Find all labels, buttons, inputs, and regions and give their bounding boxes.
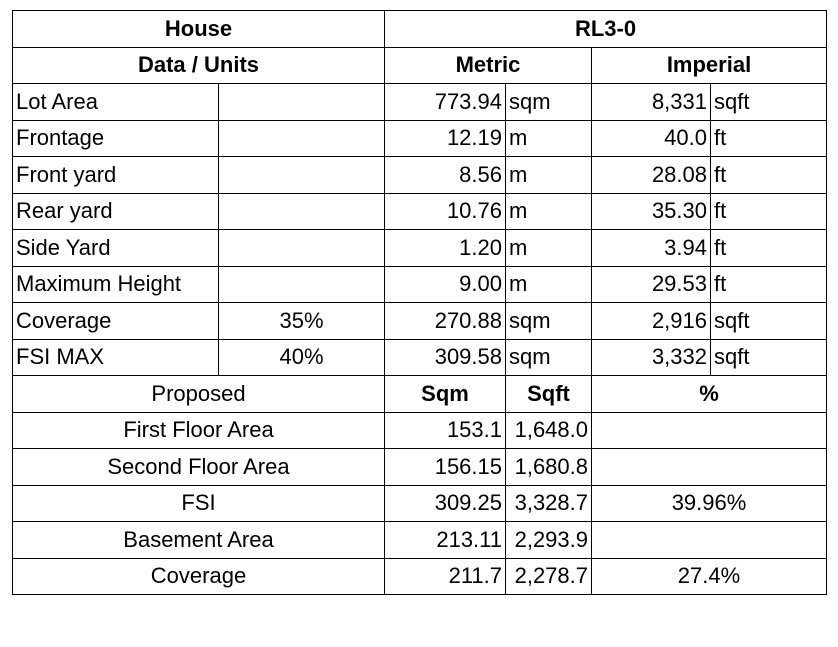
metric-header: Metric: [384, 46, 592, 84]
imperial-value: 3,332: [591, 338, 711, 376]
table-row: FSI 309.25 3,328.7 39.96%: [12, 484, 827, 522]
imperial-value: 29.53: [591, 265, 711, 303]
header-row-2: Data / Units Metric Imperial: [12, 46, 827, 84]
table-row: Second Floor Area 156.15 1,680.8: [12, 448, 827, 486]
imperial-unit: ft: [710, 119, 827, 157]
proposed-sqm: 213.11: [384, 521, 506, 559]
table-row: FSI MAX 40% 309.58 sqm 3,332 sqft: [12, 338, 827, 376]
row-percent: 35%: [218, 302, 385, 340]
row-label: FSI MAX: [12, 338, 219, 376]
proposed-sqm: 156.15: [384, 448, 506, 486]
house-header: House: [12, 10, 385, 48]
row-percent: [218, 156, 385, 194]
metric-value: 773.94: [384, 83, 506, 121]
imperial-value: 35.30: [591, 192, 711, 230]
row-percent: [218, 229, 385, 267]
row-label: Maximum Height: [12, 265, 219, 303]
proposed-label: Coverage: [12, 557, 385, 595]
zone-header: RL3-0: [384, 10, 827, 48]
table-row: First Floor Area 153.1 1,648.0: [12, 411, 827, 449]
header-row-1: House RL3-0: [12, 10, 827, 48]
metric-unit: sqm: [505, 302, 592, 340]
imperial-value: 8,331: [591, 83, 711, 121]
proposed-percent: 27.4%: [591, 557, 827, 595]
zoning-table: House RL3-0 Data / Units Metric Imperial…: [12, 10, 827, 595]
sqft-header: Sqft: [505, 375, 592, 413]
proposed-sqft: 1,680.8: [505, 448, 592, 486]
metric-unit: m: [505, 192, 592, 230]
proposed-percent: [591, 411, 827, 449]
proposed-label: Second Floor Area: [12, 448, 385, 486]
row-label: Coverage: [12, 302, 219, 340]
proposed-label: First Floor Area: [12, 411, 385, 449]
imperial-value: 28.08: [591, 156, 711, 194]
imperial-value: 40.0: [591, 119, 711, 157]
metric-value: 12.19: [384, 119, 506, 157]
row-percent: [218, 265, 385, 303]
proposed-percent: [591, 521, 827, 559]
metric-unit: m: [505, 265, 592, 303]
metric-unit: m: [505, 229, 592, 267]
proposed-sqm: 153.1: [384, 411, 506, 449]
table-row: Side Yard 1.20 m 3.94 ft: [12, 229, 827, 267]
imperial-unit: ft: [710, 229, 827, 267]
metric-unit: m: [505, 119, 592, 157]
row-percent: 40%: [218, 338, 385, 376]
imperial-unit: sqft: [710, 302, 827, 340]
row-label: Front yard: [12, 156, 219, 194]
proposed-label: Basement Area: [12, 521, 385, 559]
row-label: Lot Area: [12, 83, 219, 121]
proposed-header: Proposed: [12, 375, 385, 413]
metric-unit: sqm: [505, 338, 592, 376]
table-row: Coverage 211.7 2,278.7 27.4%: [12, 557, 827, 595]
proposed-header-row: Proposed Sqm Sqft %: [12, 375, 827, 413]
data-units-header: Data / Units: [12, 46, 385, 84]
imperial-unit: sqft: [710, 338, 827, 376]
imperial-unit: ft: [710, 265, 827, 303]
metric-value: 270.88: [384, 302, 506, 340]
imperial-unit: sqft: [710, 83, 827, 121]
metric-unit: m: [505, 156, 592, 194]
proposed-sqft: 2,278.7: [505, 557, 592, 595]
metric-value: 1.20: [384, 229, 506, 267]
metric-value: 10.76: [384, 192, 506, 230]
proposed-sqft: 1,648.0: [505, 411, 592, 449]
imperial-header: Imperial: [591, 46, 827, 84]
table-row: Maximum Height 9.00 m 29.53 ft: [12, 265, 827, 303]
table-row: Lot Area 773.94 sqm 8,331 sqft: [12, 83, 827, 121]
table-row: Rear yard 10.76 m 35.30 ft: [12, 192, 827, 230]
proposed-label: FSI: [12, 484, 385, 522]
proposed-sqm: 309.25: [384, 484, 506, 522]
row-label: Side Yard: [12, 229, 219, 267]
imperial-value: 2,916: [591, 302, 711, 340]
proposed-percent: 39.96%: [591, 484, 827, 522]
sqm-header: Sqm: [384, 375, 506, 413]
table-row: Basement Area 213.11 2,293.9: [12, 521, 827, 559]
metric-value: 309.58: [384, 338, 506, 376]
row-percent: [218, 192, 385, 230]
metric-unit: sqm: [505, 83, 592, 121]
row-label: Frontage: [12, 119, 219, 157]
proposed-sqft: 2,293.9: [505, 521, 592, 559]
proposed-sqft: 3,328.7: [505, 484, 592, 522]
table-row: Front yard 8.56 m 28.08 ft: [12, 156, 827, 194]
percent-header: %: [591, 375, 827, 413]
row-label: Rear yard: [12, 192, 219, 230]
imperial-unit: ft: [710, 156, 827, 194]
row-percent: [218, 83, 385, 121]
table-row: Coverage 35% 270.88 sqm 2,916 sqft: [12, 302, 827, 340]
proposed-percent: [591, 448, 827, 486]
row-percent: [218, 119, 385, 157]
metric-value: 8.56: [384, 156, 506, 194]
metric-value: 9.00: [384, 265, 506, 303]
imperial-value: 3.94: [591, 229, 711, 267]
table-row: Frontage 12.19 m 40.0 ft: [12, 119, 827, 157]
proposed-sqm: 211.7: [384, 557, 506, 595]
imperial-unit: ft: [710, 192, 827, 230]
